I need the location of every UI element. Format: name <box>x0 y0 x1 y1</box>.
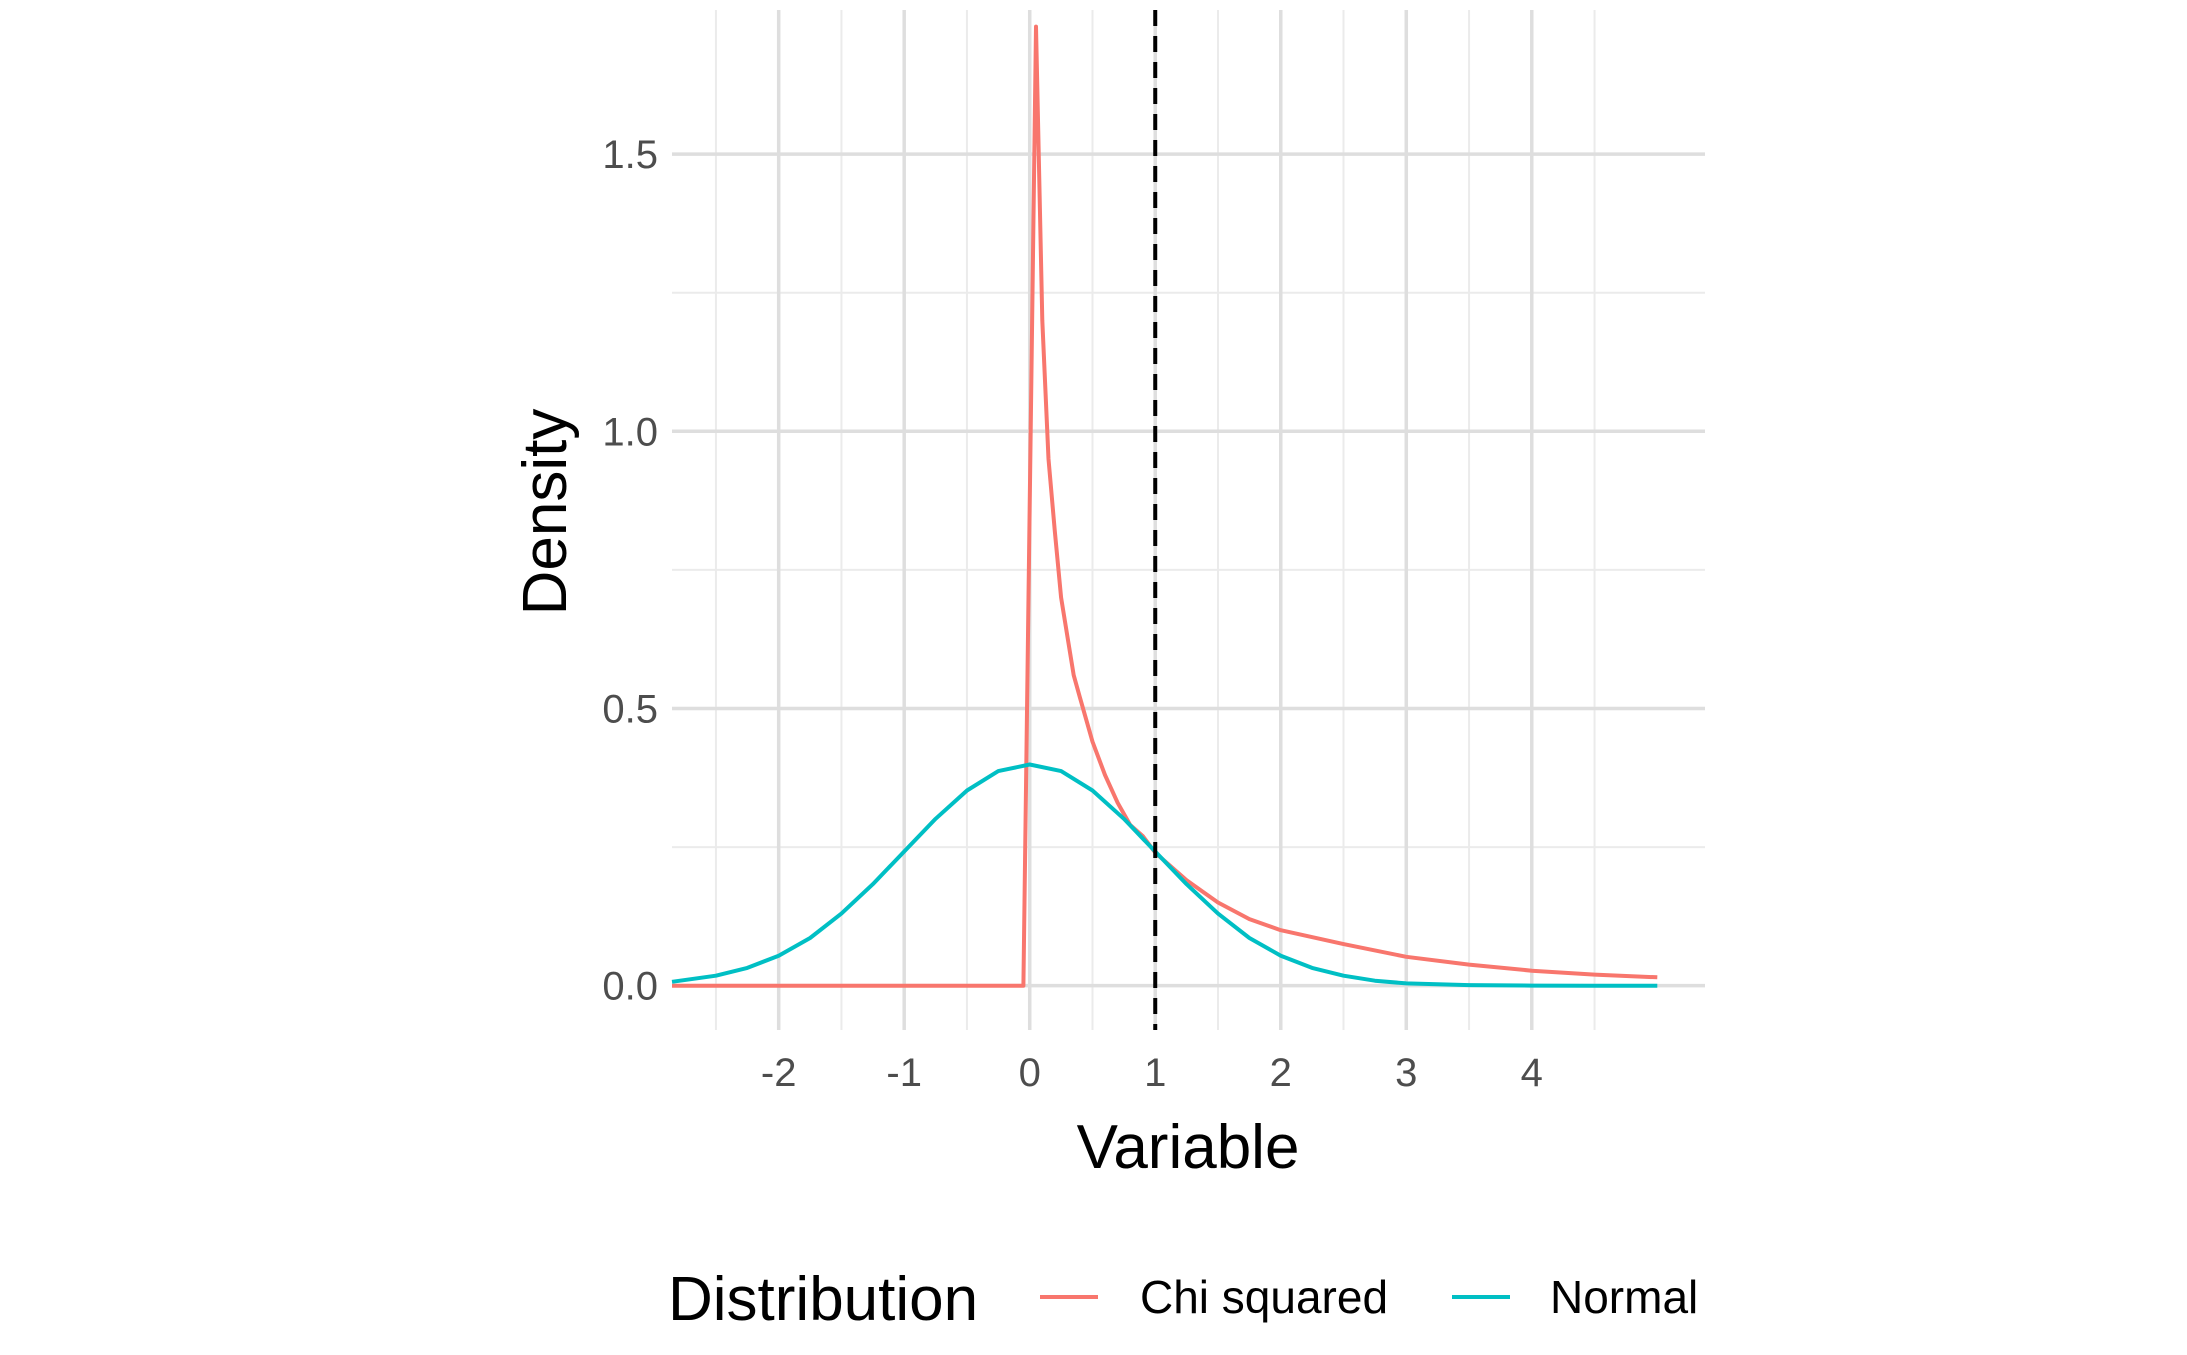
y-axis-title: Density <box>511 409 580 616</box>
y-axis-ticks: 0.0 0.5 1.0 1.5 <box>602 133 658 1009</box>
x-axis-ticks: -2 -1 0 1 2 3 4 <box>761 1051 1543 1095</box>
legend: Distribution Chi squared Normal <box>668 1265 1698 1334</box>
series-line-chi-squared <box>672 24 1658 988</box>
x-tick-label-4: 2 <box>1270 1051 1292 1095</box>
x-tick-label-2: 0 <box>1019 1051 1041 1095</box>
y-tick-label-2: 1.0 <box>602 410 658 454</box>
series-lines <box>671 24 1658 988</box>
grid <box>672 10 1705 1030</box>
y-tick-label-0: 0.0 <box>602 965 658 1009</box>
x-tick-label-3: 1 <box>1144 1051 1166 1095</box>
x-tick-label-1: -1 <box>886 1051 922 1095</box>
y-tick-label-1: 0.5 <box>602 687 658 731</box>
y-tick-label-3: 1.5 <box>602 133 658 177</box>
x-tick-label-5: 3 <box>1395 1051 1417 1095</box>
legend-title: Distribution <box>668 1265 978 1334</box>
series-line-normal <box>671 762 1658 988</box>
legend-label-normal: Normal <box>1550 1271 1698 1323</box>
x-axis-title: Variable <box>1077 1113 1300 1182</box>
x-tick-label-0: -2 <box>761 1051 797 1095</box>
legend-label-chi-squared: Chi squared <box>1140 1271 1388 1323</box>
x-tick-label-6: 4 <box>1521 1051 1543 1095</box>
